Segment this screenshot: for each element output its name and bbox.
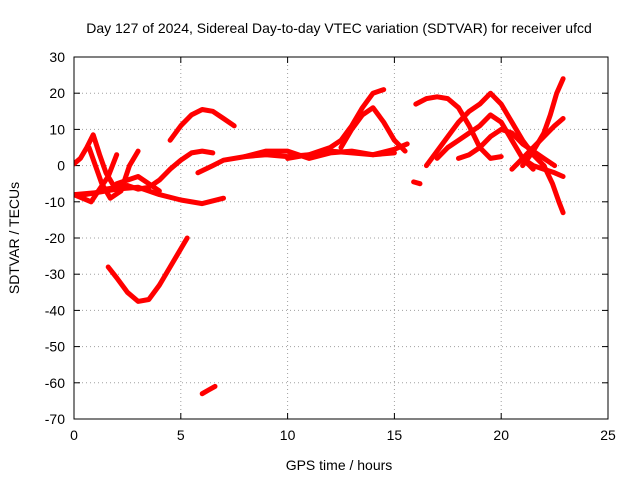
series-track-8 xyxy=(105,235,190,304)
y-tick-label: -60 xyxy=(45,375,65,391)
x-tick-label: 5 xyxy=(177,427,185,443)
y-tick-label: -70 xyxy=(45,411,65,427)
x-tick-label: 10 xyxy=(280,427,296,443)
x-axis-label: GPS time / hours xyxy=(286,457,393,473)
x-tick-label: 20 xyxy=(493,427,509,443)
x-tick-label: 0 xyxy=(70,427,78,443)
series-track-17 xyxy=(434,112,536,172)
series-track-3 xyxy=(86,145,141,201)
plot-frame xyxy=(73,56,609,420)
y-tick-label: 20 xyxy=(49,85,65,101)
y-tick-label: 0 xyxy=(57,158,65,174)
y-tick-label: -30 xyxy=(45,266,65,282)
series-track-2 xyxy=(74,152,120,205)
tick-labels: 0 5 10 15 20 25 -70 -60 -50 -40 -30 -20 -10 0 10 20 30 xyxy=(45,49,616,443)
y-axis-label: SDTVAR / TECUs xyxy=(6,182,22,294)
series-track-18 xyxy=(456,126,558,169)
series-track-15 xyxy=(413,94,504,161)
series-track-12 xyxy=(285,87,387,161)
y-tick-label: -40 xyxy=(45,302,65,318)
chart-title: Day 127 of 2024, Sidereal Day-to-day VTE… xyxy=(86,20,592,36)
y-tick-label: -50 xyxy=(45,339,65,355)
series-track-13 xyxy=(338,105,408,154)
plot-area xyxy=(74,76,566,397)
y-tick-label: -20 xyxy=(45,230,65,246)
series-track-5 xyxy=(82,148,216,198)
series-track-20 xyxy=(520,76,566,169)
series-track-11 xyxy=(242,148,397,161)
y-tick-label: 10 xyxy=(49,121,65,137)
x-tick-label: 15 xyxy=(387,427,403,443)
x-tick-label: 25 xyxy=(600,427,616,443)
series-track-9 xyxy=(199,383,218,397)
series-track-22 xyxy=(541,163,566,216)
series-track-14 xyxy=(411,179,423,187)
series-track-1 xyxy=(74,132,120,190)
axis-ticks xyxy=(73,56,609,420)
grid-lines xyxy=(74,57,608,419)
series-track-7 xyxy=(167,107,237,143)
y-tick-label: 30 xyxy=(49,49,65,65)
y-tick-label: -10 xyxy=(45,194,65,210)
series-track-6 xyxy=(114,174,162,194)
series-group xyxy=(74,76,566,397)
